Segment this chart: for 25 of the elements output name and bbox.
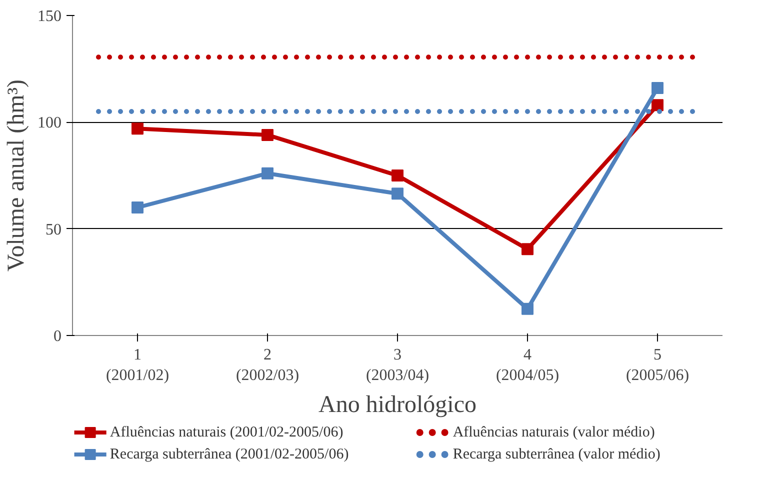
point	[132, 122, 144, 135]
legend-label: Afluências naturais (valor médio)	[452, 424, 655, 440]
point	[522, 243, 534, 256]
point	[652, 82, 664, 94]
point	[132, 202, 144, 214]
point	[392, 188, 404, 200]
legend-label: Recarga subterrânea (valor médio)	[452, 446, 660, 462]
y-tick-label: 0	[54, 328, 62, 345]
y-tick-label: 150	[38, 8, 62, 25]
x-tick-label: 4 (2004/05)	[496, 346, 560, 384]
legend-label: Recarga subterrânea (2001/02-2005/06)	[110, 446, 349, 462]
x-tick-label: 3 (2003/04)	[366, 346, 430, 384]
y-tick-label: 50	[46, 221, 62, 238]
x-tick-label: 2 (2002/03)	[236, 346, 300, 384]
y-axis-title: Volume anual (hm³)	[4, 79, 30, 272]
y-tick-label: 100	[38, 114, 62, 132]
point	[262, 167, 274, 180]
x-tick-label: 1 (2001/02)	[106, 346, 170, 384]
point	[652, 99, 664, 112]
point	[262, 128, 274, 141]
point	[522, 302, 534, 315]
point	[392, 170, 404, 182]
legend-label: Afluências naturais (2001/02-2005/06)	[110, 424, 344, 440]
x-tick-label: 5 (2005/06)	[626, 346, 690, 384]
x-axis-title: Ano hidrológico	[318, 392, 476, 418]
